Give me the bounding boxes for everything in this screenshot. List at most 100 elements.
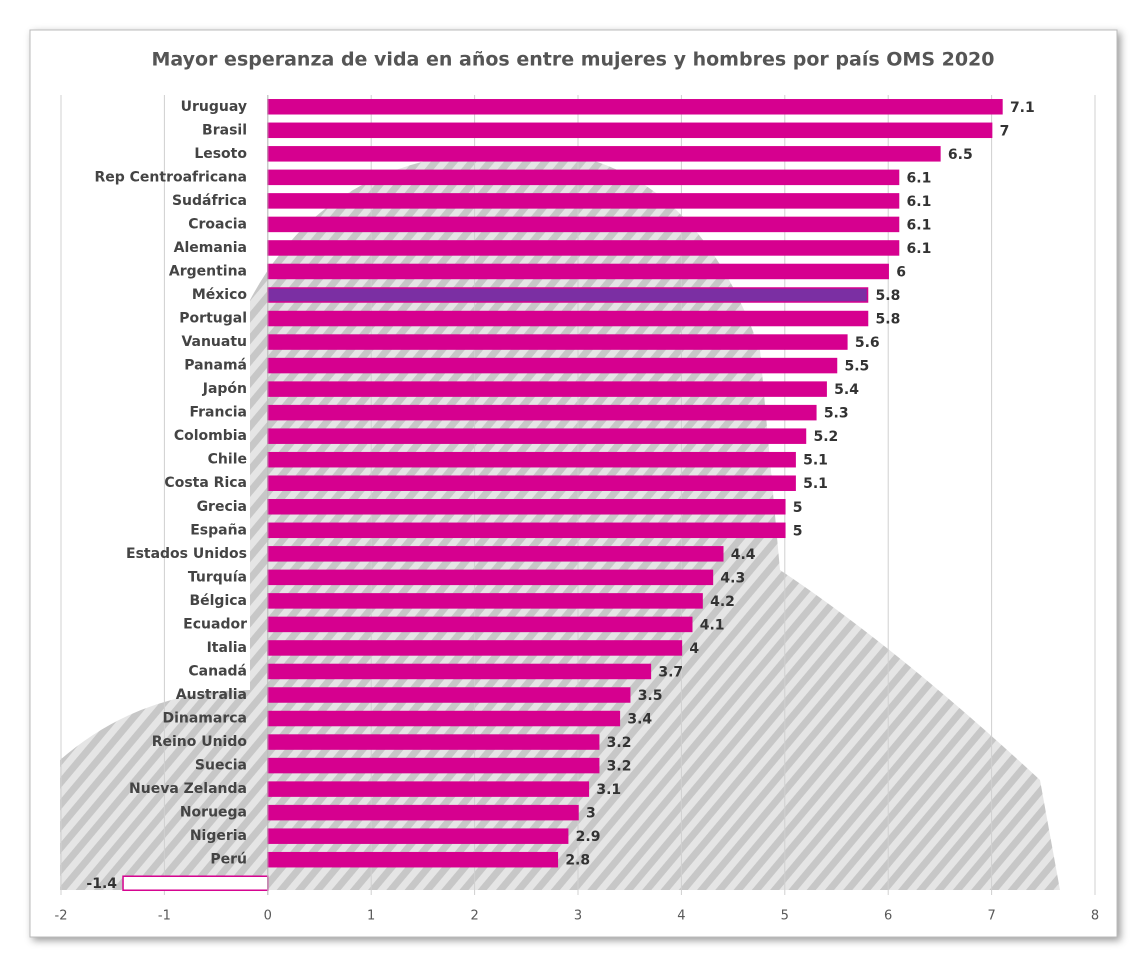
y-tick-label: Chile: [208, 452, 247, 468]
value-label: 5.1: [803, 453, 828, 469]
bar: [267, 263, 889, 280]
x-tick-label: 8: [1091, 909, 1099, 924]
value-label: 5.6: [855, 335, 880, 351]
bar: [267, 428, 807, 444]
bar: [267, 122, 993, 139]
bar: [267, 499, 786, 515]
y-tick-label: Australia: [176, 687, 247, 703]
bar: [267, 569, 714, 586]
y-tick-label: Grecia: [197, 499, 247, 515]
bar: [267, 663, 652, 680]
value-label: 3.2: [607, 759, 632, 775]
value-label: 3.7: [658, 664, 683, 680]
bar: [267, 381, 827, 397]
value-label: 5: [793, 523, 803, 539]
value-label: 5.2: [813, 429, 838, 445]
x-tick-label: 7: [987, 909, 995, 924]
x-tick-label: 2: [470, 909, 478, 924]
bar: [267, 804, 579, 821]
value-label: 4.3: [720, 570, 745, 586]
x-tick-label: 1: [367, 909, 375, 924]
value-label: 5.3: [824, 406, 849, 422]
value-label: 6.1: [907, 241, 932, 257]
y-tick-label: Argentina: [169, 263, 247, 279]
y-tick-label: Canadá: [188, 663, 247, 679]
y-tick-label: Panamá: [184, 358, 247, 374]
bar: [267, 287, 869, 303]
y-tick-label: Turquía: [188, 569, 247, 585]
value-label: 3.1: [596, 782, 621, 798]
x-tick-label: -2: [55, 909, 68, 924]
bar: [267, 593, 703, 609]
value-label: 6: [896, 264, 906, 280]
y-tick-label: Portugal: [179, 311, 247, 327]
value-label: 5: [793, 500, 803, 516]
value-label: 5.1: [803, 476, 828, 492]
value-label: 5.8: [876, 288, 901, 304]
bar: [267, 475, 796, 491]
y-tick-label: Nueva Zelanda: [129, 781, 247, 797]
bar: [267, 734, 600, 750]
value-label: 3: [586, 806, 596, 822]
y-tick-label: México: [192, 287, 248, 303]
bar: [267, 334, 848, 350]
value-label: 5.5: [845, 359, 870, 375]
value-label: 5.4: [834, 382, 859, 398]
value-label: 7: [1000, 123, 1010, 139]
value-label: 3.2: [607, 735, 632, 751]
y-tick-label: Reino Unido: [152, 734, 248, 750]
y-tick-label: Francia: [189, 405, 247, 421]
x-tick-label: 4: [677, 909, 685, 924]
y-tick-label: Sudáfrica: [172, 193, 247, 209]
bar: [267, 310, 869, 327]
y-tick-label: Estados Unidos: [126, 546, 247, 562]
value-label: 6.5: [948, 147, 973, 163]
value-label: 6.1: [907, 194, 932, 210]
y-tick-label: Alemania: [174, 240, 247, 256]
y-tick-label: Japón: [202, 381, 247, 397]
bar: [267, 616, 693, 633]
bar: [267, 640, 683, 656]
value-label: 2.9: [576, 829, 601, 845]
y-tick-label: Costa Rica: [164, 475, 247, 491]
y-tick-label: Lesoto: [194, 146, 247, 162]
bar: [267, 546, 724, 562]
bar: [267, 169, 900, 186]
x-tick-label: 0: [264, 909, 272, 924]
bar: [267, 146, 941, 162]
y-tick-label: Uruguay: [181, 99, 247, 115]
bar: [267, 757, 600, 774]
y-tick-label: Noruega: [180, 805, 247, 821]
value-label: 6.1: [907, 217, 932, 233]
y-tick-label: Nigeria: [190, 828, 247, 844]
value-label: 2.8: [565, 853, 590, 869]
bar: [267, 357, 838, 374]
bar: [267, 240, 900, 256]
y-tick-label: Brasil: [202, 122, 247, 138]
bar: [267, 828, 569, 844]
y-tick-label: Croacia: [188, 216, 247, 232]
chart-title: Mayor esperanza de vida en años entre mu…: [151, 49, 994, 71]
bar: [267, 851, 559, 868]
value-label: 7.1: [1010, 100, 1035, 116]
y-tick-label: Perú: [210, 852, 247, 868]
value-label: 4: [689, 641, 699, 657]
y-tick-label: Bélgica: [189, 593, 247, 609]
y-tick-label: Dinamarca: [162, 711, 247, 727]
value-label: 5.8: [876, 312, 901, 328]
x-tick-label: 5: [781, 909, 789, 924]
y-tick-label: Italia: [207, 640, 247, 656]
value-label: 6.1: [907, 170, 932, 186]
y-tick-label: Rep Centroafricana: [94, 169, 247, 185]
y-tick-label: Ecuador: [183, 616, 247, 632]
x-tick-label: 6: [884, 909, 892, 924]
bar: [267, 404, 817, 421]
value-label: -1.4: [86, 876, 117, 892]
value-label: 4.2: [710, 594, 735, 610]
bar: [267, 99, 1003, 115]
value-label: 4.1: [700, 617, 725, 633]
bar: [267, 710, 621, 727]
bar: [267, 781, 590, 797]
bar: [267, 522, 786, 539]
